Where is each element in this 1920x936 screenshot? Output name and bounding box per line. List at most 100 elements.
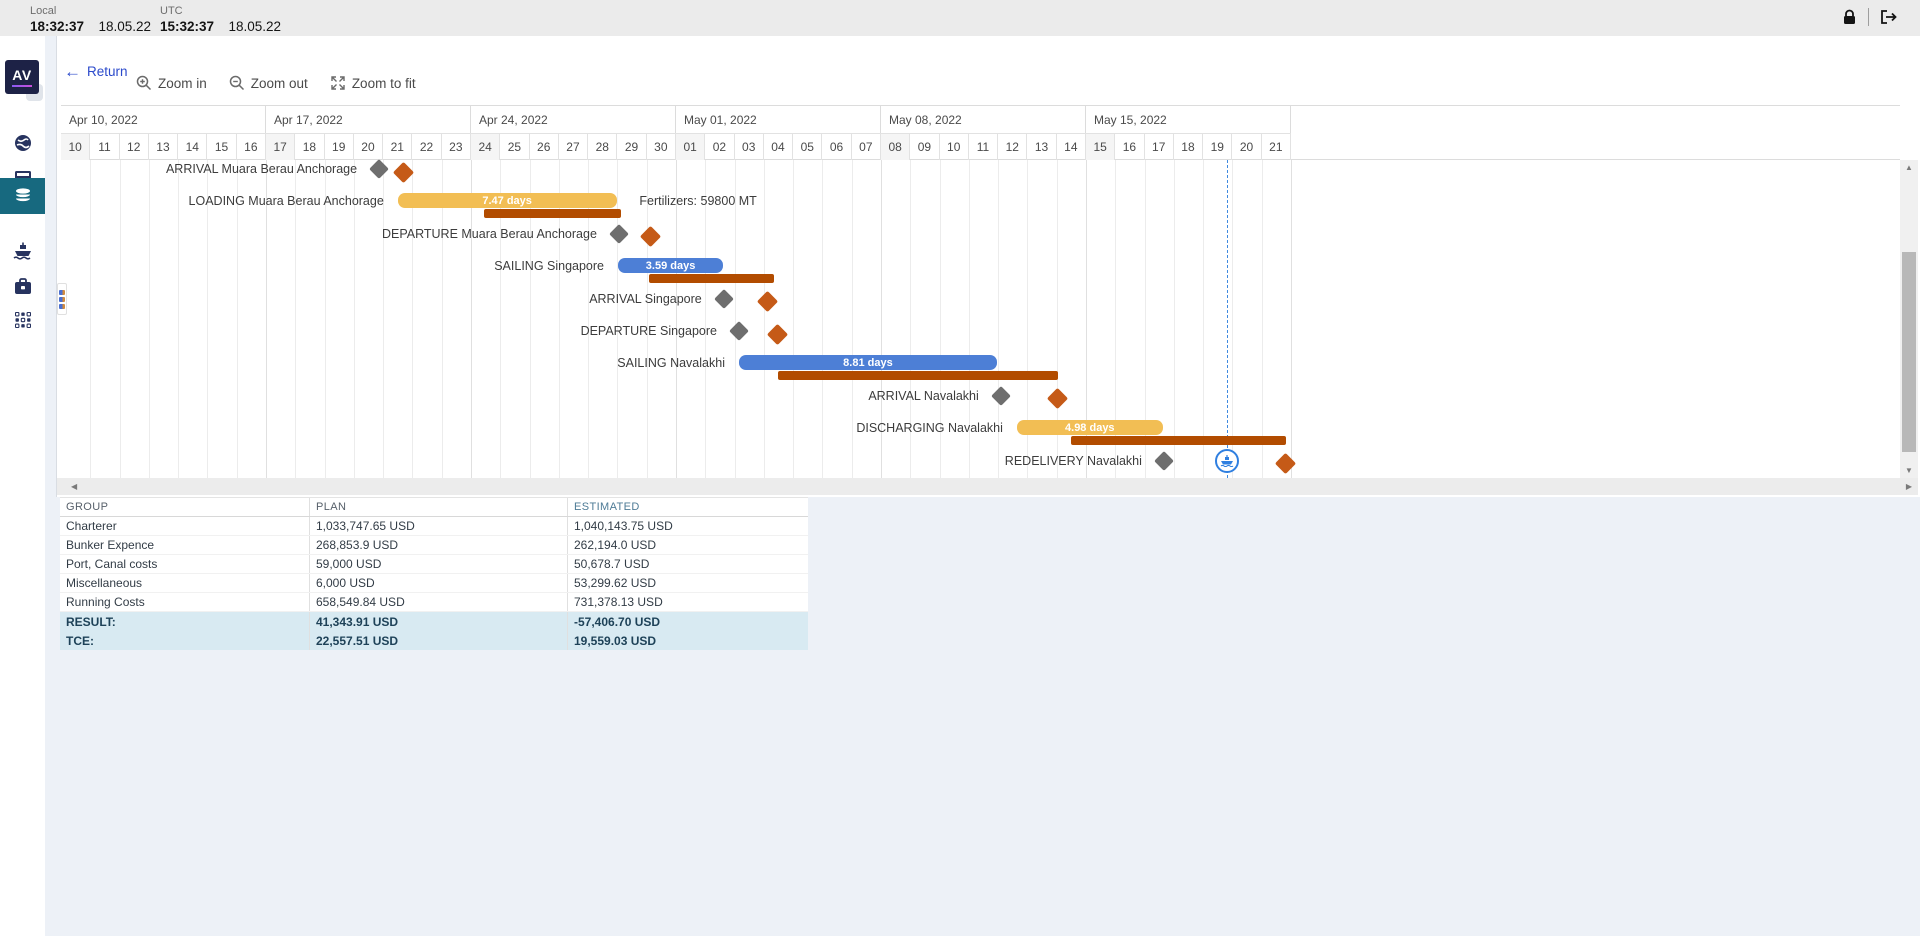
day-header-cell: 27 <box>559 134 589 160</box>
zoom-out-button[interactable]: Zoom out <box>229 75 308 91</box>
actual-milestone[interactable] <box>767 323 789 345</box>
plan-milestone[interactable] <box>1153 450 1174 471</box>
return-label: Return <box>87 64 128 79</box>
gantt-row-label: DEPARTURE Muara Berau Anchorage <box>381 226 597 241</box>
grid-line <box>734 160 736 478</box>
scroll-up-arrow-icon[interactable]: ▲ <box>1905 163 1913 172</box>
day-header-cell: 17 <box>1145 134 1174 160</box>
actual-bar[interactable] <box>483 209 621 219</box>
actual-milestone[interactable] <box>757 290 779 313</box>
plan-milestone[interactable] <box>369 159 389 179</box>
grid-line <box>822 160 824 478</box>
zoom-toolbar: Zoom in Zoom out Zoom to fit <box>136 75 416 91</box>
plan-bar[interactable]: 4.98 days <box>1016 420 1163 436</box>
grid-line <box>236 160 238 478</box>
grid-line <box>148 160 150 478</box>
finance-cell-plan: 658,549.84 USD <box>310 593 568 611</box>
finance-table-summary: RESULT: 41,343.91 USD -57,406.70 USD TCE: 22… <box>60 612 808 650</box>
week-header-cell: May 15, 2022 <box>1086 106 1291 133</box>
actual-milestone[interactable] <box>393 161 415 183</box>
finance-cell-estimated: 50,678.7 USD <box>574 557 650 571</box>
week-header-cell: May 08, 2022 <box>881 106 1086 133</box>
day-header-cell: 23 <box>442 134 471 160</box>
day-header-cell: 17 <box>266 134 296 160</box>
finance-table: GROUP PLAN ESTIMATED Charterer 1,033,747.… <box>60 497 808 650</box>
week-header-row: Apr 10, 2022 Apr 17, 2022 Apr 24, 2022 May … <box>61 106 1291 134</box>
zoom-in-button[interactable]: Zoom in <box>136 75 207 91</box>
finance-cell-plan: 1,033,747.65 USD <box>310 517 568 535</box>
finance-summary-plan: 41,343.91 USD <box>310 612 568 631</box>
day-header-cell: 11 <box>969 134 999 160</box>
finance-table-row: Charterer 1,033,747.65 USD 1,040,143.75 US… <box>60 517 808 536</box>
logout-icon[interactable] <box>1880 9 1898 25</box>
grid-line <box>119 160 121 478</box>
grid-line <box>1144 160 1146 478</box>
grid-line <box>207 160 209 478</box>
day-header-cell: 19 <box>325 134 354 160</box>
local-label: Local <box>30 5 57 17</box>
gantt-row-label: DISCHARGING Navalakhi <box>856 421 1003 436</box>
sidebar-item-globe[interactable] <box>0 125 45 161</box>
grid-line <box>500 160 502 478</box>
back-arrow-icon: ← <box>64 62 81 81</box>
scroll-left-arrow-icon[interactable]: ◀ <box>71 482 78 491</box>
actual-bar[interactable] <box>1070 436 1286 446</box>
finance-summary-group: TCE: <box>60 631 310 650</box>
zoom-to-fit-button[interactable]: Zoom to fit <box>330 75 416 91</box>
day-header-cell: 14 <box>178 134 208 160</box>
plan-milestone[interactable] <box>990 385 1011 406</box>
return-button[interactable]: ← Return <box>64 62 128 81</box>
zoom-to-fit-label: Zoom to fit <box>351 75 416 91</box>
panel-drag-handle[interactable] <box>57 283 67 315</box>
day-header-cell: 08 <box>881 134 911 160</box>
app-logo[interactable]: AV <box>5 60 39 94</box>
plan-bar[interactable]: 7.47 days <box>397 193 617 209</box>
briefcase-icon <box>14 277 32 295</box>
utc-clock: UTC 15:32:37 18.05.22 <box>160 5 281 36</box>
sidebar-item-voyages-active[interactable] <box>0 178 45 214</box>
topbar-divider <box>1868 8 1869 26</box>
plan-milestone[interactable] <box>713 288 734 309</box>
gantt-panel: ← Return Zoom in Zoom out Zoom to fit <box>56 36 1920 497</box>
day-header-cell: 05 <box>793 134 823 160</box>
timeline-header: Apr 10, 2022 Apr 17, 2022 Apr 24, 2022 May … <box>61 105 1900 160</box>
sidebar: AV <box>0 36 45 936</box>
plan-milestone[interactable] <box>608 223 629 244</box>
column-header-plan: PLAN <box>310 498 568 516</box>
grid-line <box>588 160 590 478</box>
finance-cell-estimated: 1,040,143.75 USD <box>574 519 673 533</box>
sidebar-item-vessel[interactable] <box>0 233 45 269</box>
actual-milestone[interactable] <box>1047 388 1069 410</box>
finance-summary-group: RESULT: <box>60 612 310 631</box>
actual-milestone[interactable] <box>640 226 662 248</box>
finance-table-row: Bunker Expence 268,853.9 USD 262,194.0 USD <box>60 536 808 555</box>
day-header-cell: 26 <box>530 134 559 160</box>
finance-cell-estimated: 262,194.0 USD <box>574 538 657 552</box>
finance-summary-plan: 22,557.51 USD <box>310 631 568 650</box>
actual-bar[interactable] <box>648 274 774 284</box>
scroll-right-arrow-icon[interactable]: ▶ <box>1905 482 1912 491</box>
lock-icon[interactable] <box>1842 9 1857 26</box>
plan-milestone[interactable] <box>729 321 749 341</box>
vertical-scrollbar-thumb[interactable] <box>1902 252 1916 452</box>
top-bar: Local 18:32:37 18.05.22 UTC 15:32:37 18.… <box>0 0 1920 36</box>
gantt-row-label: SAILING Navalakhi <box>617 356 725 371</box>
zoom-out-label: Zoom out <box>250 75 308 91</box>
actual-milestone[interactable] <box>1275 452 1297 475</box>
grid-line <box>412 160 414 478</box>
plan-bar[interactable]: 8.81 days <box>738 355 997 371</box>
horizontal-scrollbar[interactable]: ◀ ▶ <box>57 478 1918 495</box>
grid-line <box>471 160 472 478</box>
sidebar-item-briefcase[interactable] <box>0 268 45 304</box>
plan-bar[interactable]: 3.59 days <box>618 258 724 274</box>
scroll-down-arrow-icon[interactable]: ▼ <box>1905 466 1913 475</box>
actual-bar[interactable] <box>777 371 1058 381</box>
finance-cell-plan: 6,000 USD <box>310 574 568 592</box>
vertical-scrollbar[interactable]: ▲ ▼ <box>1900 160 1918 478</box>
day-header-cell: 20 <box>354 134 384 160</box>
sidebar-item-apps[interactable] <box>0 302 45 338</box>
day-header-cell: 16 <box>1115 134 1145 160</box>
finance-cell-group: Miscellaneous <box>60 574 310 592</box>
vessel-position-marker[interactable] <box>1214 448 1239 473</box>
finance-table-header: GROUP PLAN ESTIMATED <box>60 497 808 517</box>
